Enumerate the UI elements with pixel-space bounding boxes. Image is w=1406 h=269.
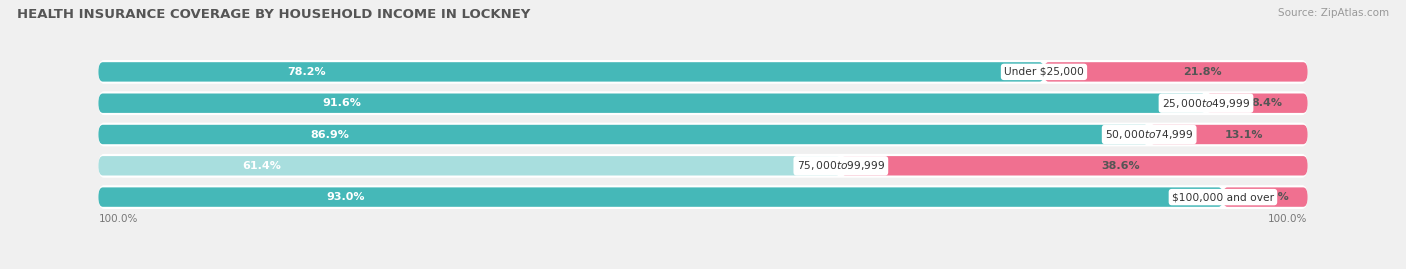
Text: $50,000 to $74,999: $50,000 to $74,999 bbox=[1105, 128, 1194, 141]
FancyBboxPatch shape bbox=[98, 125, 1149, 144]
Text: 21.8%: 21.8% bbox=[1182, 67, 1222, 77]
Text: 61.4%: 61.4% bbox=[242, 161, 281, 171]
Text: Source: ZipAtlas.com: Source: ZipAtlas.com bbox=[1278, 8, 1389, 18]
FancyBboxPatch shape bbox=[1149, 125, 1308, 144]
Text: 8.4%: 8.4% bbox=[1251, 98, 1282, 108]
FancyBboxPatch shape bbox=[98, 156, 841, 175]
FancyBboxPatch shape bbox=[98, 185, 1308, 209]
FancyBboxPatch shape bbox=[1045, 62, 1308, 82]
Text: 13.1%: 13.1% bbox=[1225, 129, 1264, 140]
FancyBboxPatch shape bbox=[98, 62, 1045, 82]
FancyBboxPatch shape bbox=[841, 156, 1308, 175]
Text: 91.6%: 91.6% bbox=[322, 98, 361, 108]
Text: 38.6%: 38.6% bbox=[1101, 161, 1140, 171]
FancyBboxPatch shape bbox=[1206, 94, 1308, 113]
Text: Under $25,000: Under $25,000 bbox=[1004, 67, 1084, 77]
FancyBboxPatch shape bbox=[98, 123, 1308, 146]
FancyBboxPatch shape bbox=[98, 91, 1308, 115]
Text: 78.2%: 78.2% bbox=[287, 67, 326, 77]
Text: 93.0%: 93.0% bbox=[326, 192, 366, 202]
FancyBboxPatch shape bbox=[98, 154, 1308, 178]
Text: 7.0%: 7.0% bbox=[1258, 192, 1289, 202]
FancyBboxPatch shape bbox=[98, 94, 1206, 113]
Text: 86.9%: 86.9% bbox=[311, 129, 349, 140]
Text: 100.0%: 100.0% bbox=[98, 214, 138, 224]
FancyBboxPatch shape bbox=[98, 60, 1308, 84]
FancyBboxPatch shape bbox=[1223, 187, 1308, 207]
Text: $25,000 to $49,999: $25,000 to $49,999 bbox=[1161, 97, 1250, 110]
FancyBboxPatch shape bbox=[98, 187, 1223, 207]
Text: HEALTH INSURANCE COVERAGE BY HOUSEHOLD INCOME IN LOCKNEY: HEALTH INSURANCE COVERAGE BY HOUSEHOLD I… bbox=[17, 8, 530, 21]
Text: 100.0%: 100.0% bbox=[1268, 214, 1308, 224]
Text: $100,000 and over: $100,000 and over bbox=[1171, 192, 1274, 202]
Text: $75,000 to $99,999: $75,000 to $99,999 bbox=[797, 159, 884, 172]
